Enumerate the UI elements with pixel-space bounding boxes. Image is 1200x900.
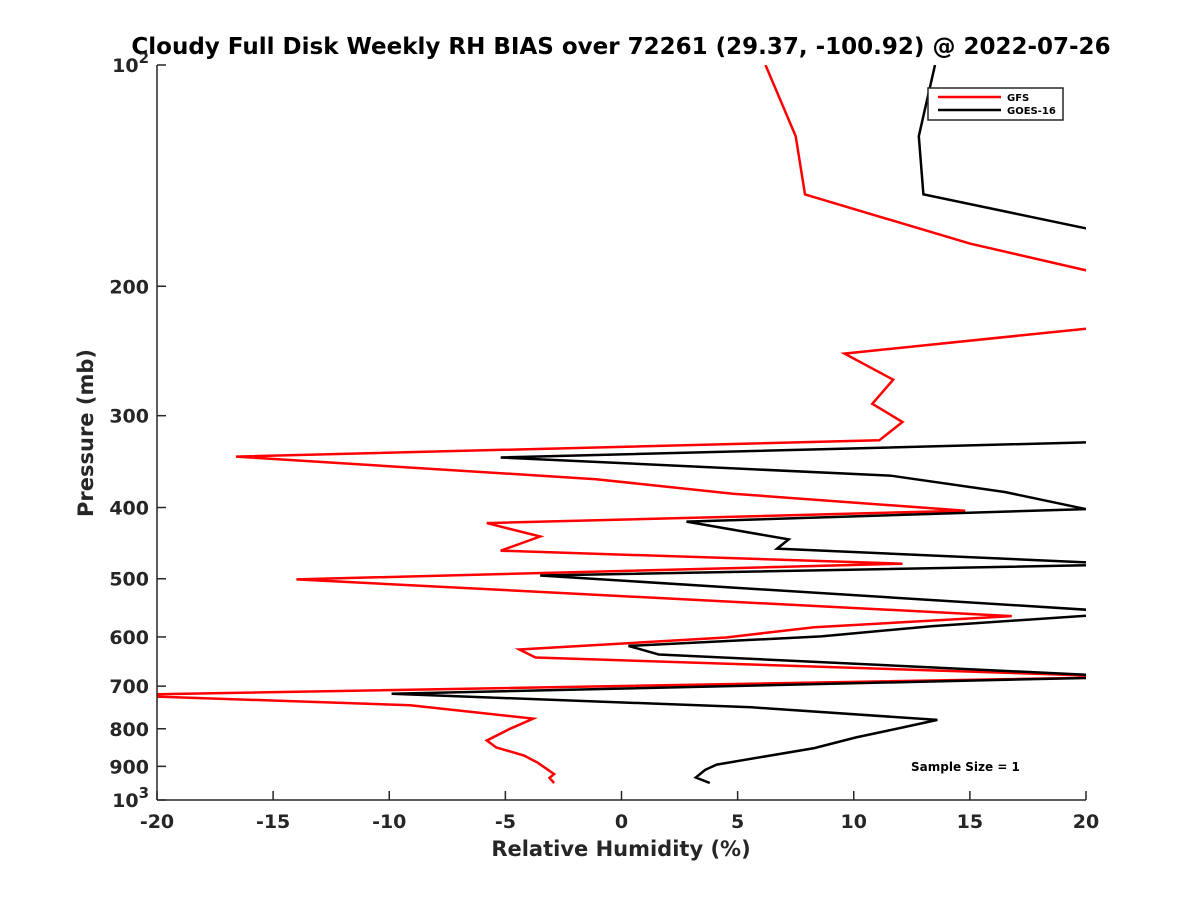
y-tick-label: 900	[109, 756, 149, 778]
x-tick-label: -5	[495, 811, 516, 833]
x-tick-label: 10	[841, 811, 867, 833]
x-tick-label: 20	[1073, 811, 1099, 833]
x-tick-label: -20	[140, 811, 174, 833]
series-line-gfs	[157, 65, 1086, 784]
y-tick-label: 103	[112, 784, 149, 812]
x-tick-label: 0	[615, 811, 628, 833]
series-layer	[157, 65, 1086, 785]
y-tick-label: 102	[112, 49, 149, 77]
series-line-goes-16	[391, 65, 1086, 785]
y-tick-label: 400	[109, 498, 149, 520]
x-tick-label: -15	[256, 811, 290, 833]
legend-box	[927, 87, 1064, 121]
x-tick-label: 15	[957, 811, 983, 833]
y-tick-label: 200	[109, 276, 149, 298]
y-tick-label: 300	[109, 406, 149, 428]
legend-label-gfs: GFS	[1007, 93, 1029, 104]
x-ticks: -20 -15 -10 -5 0 5 10 15 20	[140, 791, 1099, 833]
x-tick-label: -10	[372, 811, 406, 833]
y-tick-label: 500	[109, 569, 149, 591]
sample-size-annotation: Sample Size = 1	[911, 760, 1020, 774]
y-ticks: 102 200 300 400 500 600 700 800 900 103	[109, 49, 166, 812]
y-tick-label: 800	[109, 719, 149, 741]
legend: GFS GOES-16	[927, 87, 1064, 121]
y-tick-label: 600	[109, 627, 149, 649]
legend-label-goes-16: GOES-16	[1007, 106, 1056, 117]
y-axis-label: Pressure (mb)	[74, 349, 98, 517]
y-tick-label: 700	[109, 676, 149, 698]
x-tick-label: 5	[731, 811, 744, 833]
x-axis-label: Relative Humidity (%)	[491, 837, 750, 861]
chart-title: Cloudy Full Disk Weekly RH BIAS over 722…	[131, 34, 1110, 60]
